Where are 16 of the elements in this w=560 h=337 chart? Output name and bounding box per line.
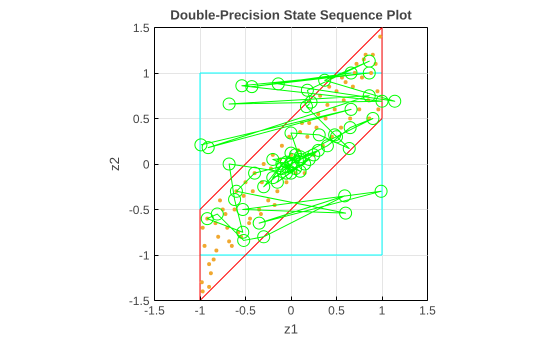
y-tick-label: 0.5 [132,112,150,126]
x-tick-label: 1 [378,304,386,318]
x-tick-label: -0.5 [235,304,256,318]
y-tick-label: -1.5 [128,294,150,308]
y-axis-title: z2 [106,156,122,172]
x-tick-label: 0 [288,304,295,318]
x-tick-label: -1 [194,304,206,318]
x-axis-title: z1 [284,322,298,336]
x-tick-label: 0.5 [328,304,346,318]
y-tick-label: 1.5 [132,21,150,35]
y-tick-label: -0.5 [128,203,150,217]
y-tick-label: 1 [142,66,150,80]
x-tick-label: 1.5 [419,304,436,318]
y-tick-label: 0 [142,158,150,172]
y-tick-label: -1 [138,248,150,262]
chart-title: Double-Precision State Sequence Plot [170,8,412,22]
